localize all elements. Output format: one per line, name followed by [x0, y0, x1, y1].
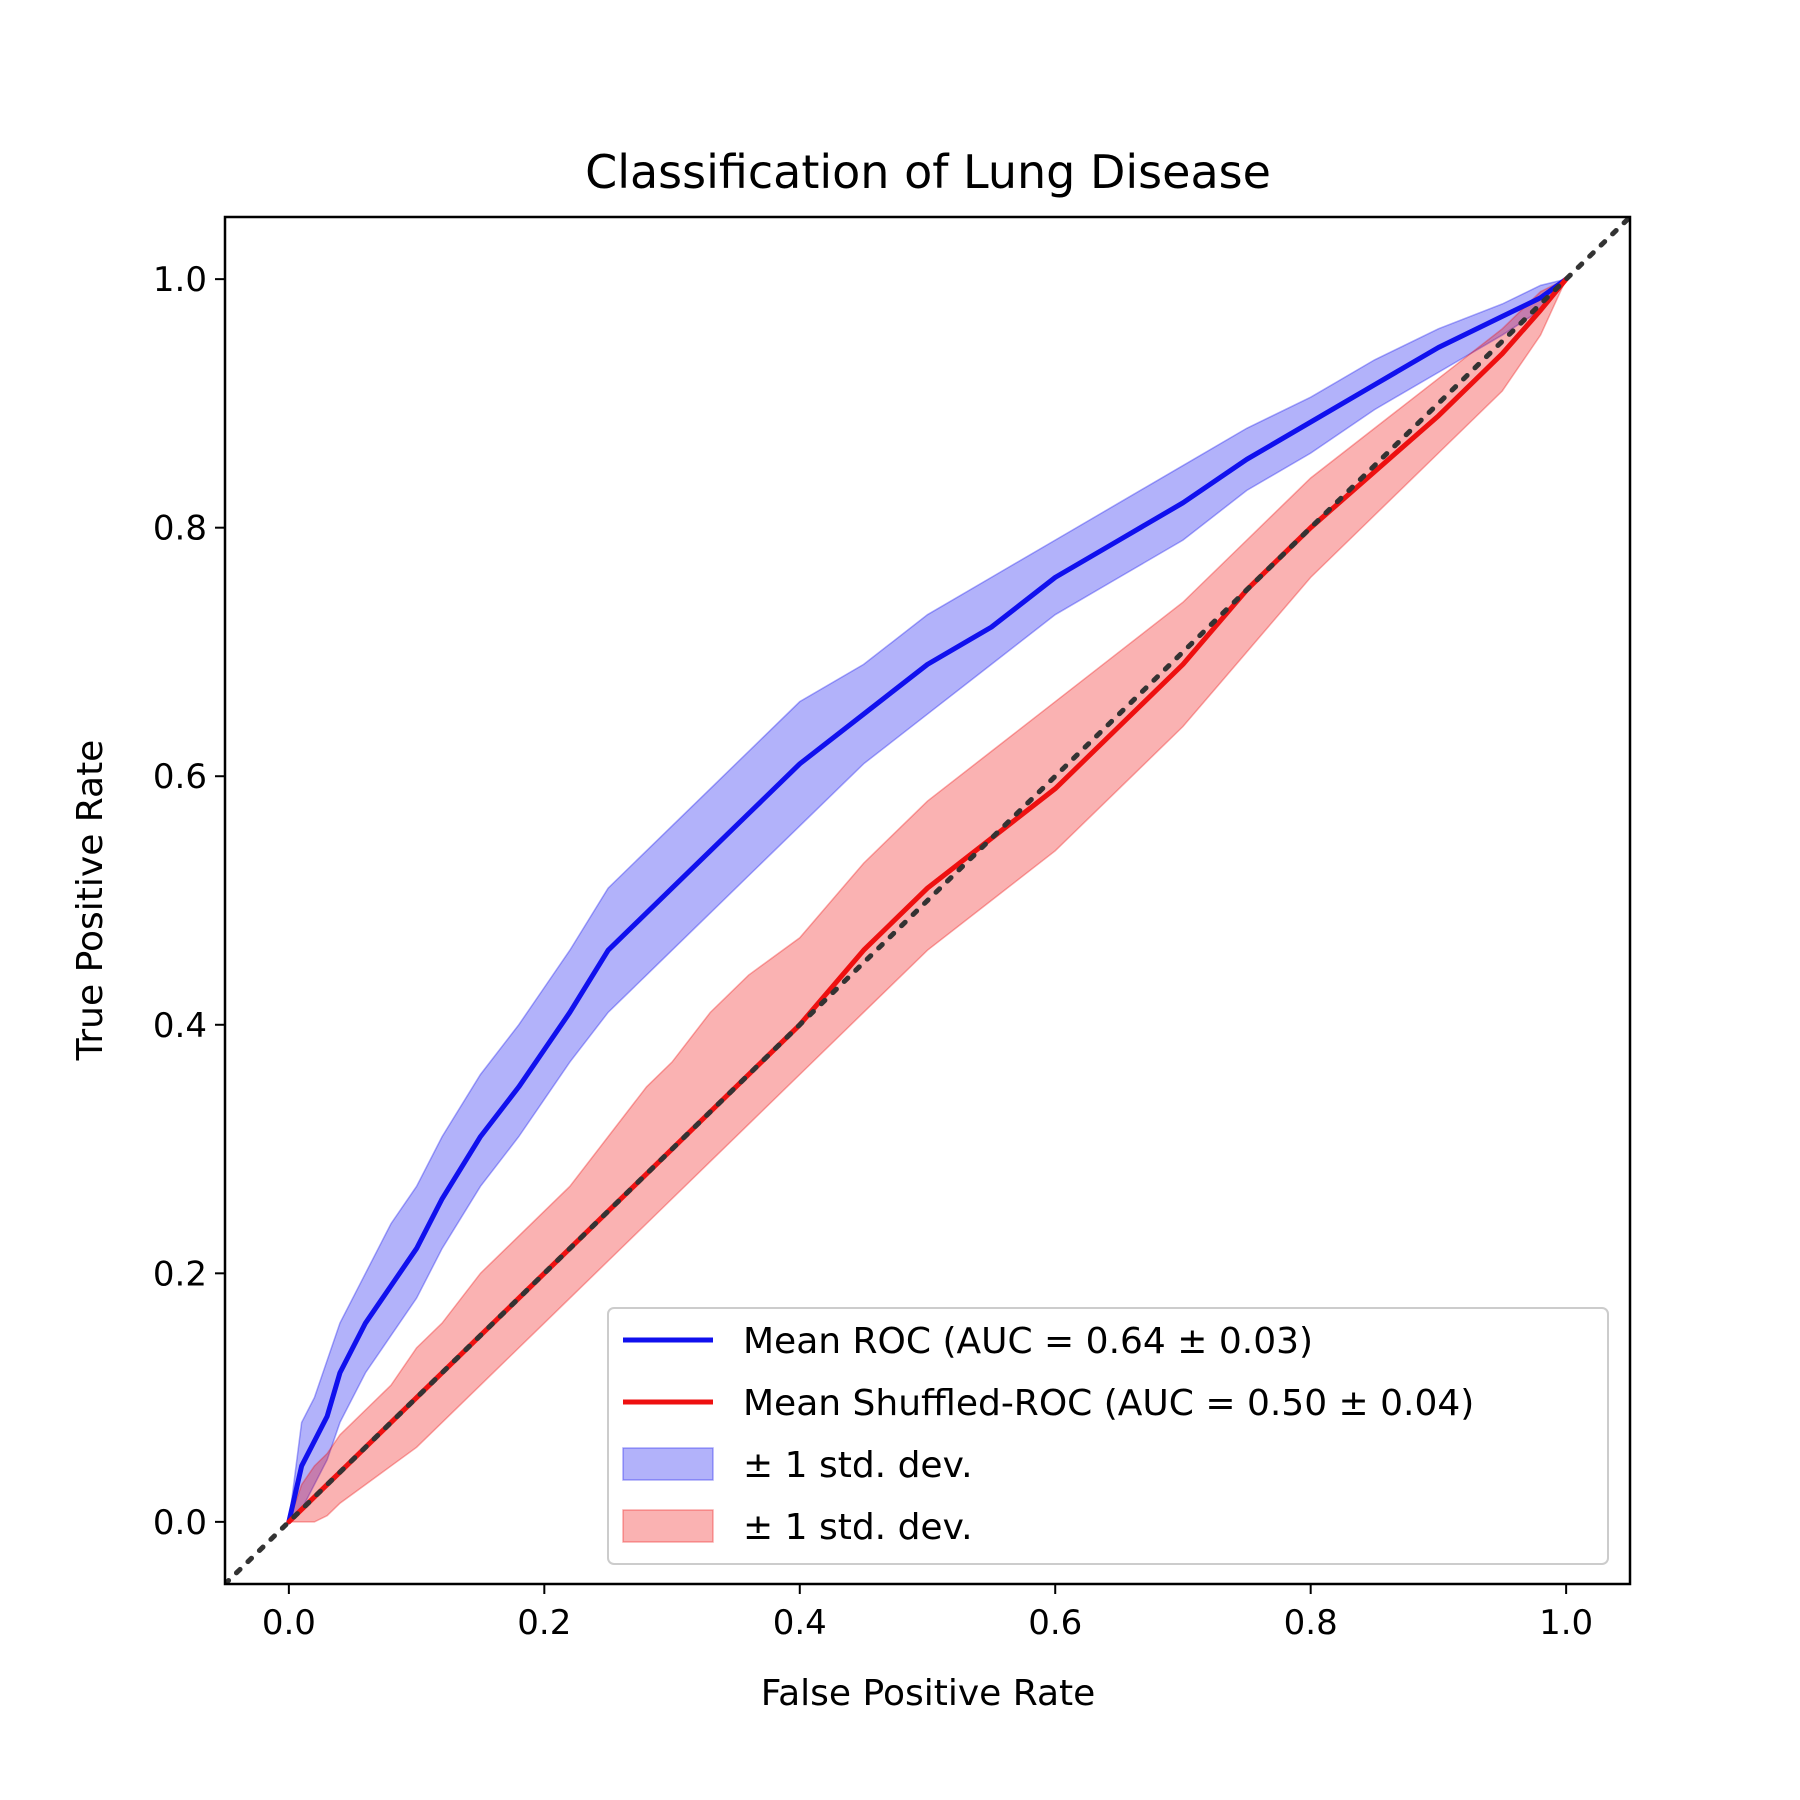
y-tick-label: 0.2: [153, 1254, 207, 1294]
y-tick-label: 0.6: [153, 757, 207, 797]
chance-diagonal-line: [225, 217, 1630, 1584]
legend: Mean ROC (AUC = 0.64 ± 0.03) Mean Shuffle…: [607, 1307, 1609, 1565]
y-tick-label: 1.0: [153, 260, 207, 300]
legend-label: Mean Shuffled-ROC (AUC = 0.50 ± 0.04): [743, 1383, 1474, 1424]
x-tick-label: 0.2: [517, 1603, 571, 1643]
x-tick-label: 0.6: [1028, 1603, 1082, 1643]
series-line-1: [286, 276, 1569, 1525]
series-line-0: [286, 276, 1569, 1525]
plot-area: [225, 217, 1630, 1584]
y-axis-label: True Positive Rate: [70, 740, 111, 1062]
x-tick-label: 0.4: [773, 1603, 827, 1643]
chart-title: Classification of Lung Disease: [585, 145, 1271, 199]
y-tick-label: 0.4: [153, 1006, 207, 1046]
x-axis-label: False Positive Rate: [761, 1673, 1096, 1714]
x-tick-label: 1.0: [1539, 1603, 1593, 1643]
legend-label: Mean ROC (AUC = 0.64 ± 0.03): [743, 1321, 1313, 1362]
legend-label: ± 1 std. dev.: [743, 1507, 973, 1548]
y-tick-label: 0.8: [153, 509, 207, 549]
y-tick-label: 0.0: [153, 1503, 207, 1543]
x-tick-label: 0.8: [1284, 1603, 1338, 1643]
x-tick-label: 0.0: [262, 1603, 316, 1643]
y-axis-ticks: 0.0 0.2 0.4 0.6 0.8 1.0: [153, 260, 225, 1543]
x-axis-ticks: 0.0 0.2 0.4 0.6 0.8 1.0: [262, 1584, 1593, 1643]
legend-patch-swatch: [622, 1509, 714, 1543]
legend-frame: [607, 1307, 1609, 1565]
axes-frame: [223, 215, 1632, 1586]
legend-label: ± 1 std. dev.: [743, 1445, 973, 1486]
legend-patch-swatch: [622, 1447, 714, 1481]
